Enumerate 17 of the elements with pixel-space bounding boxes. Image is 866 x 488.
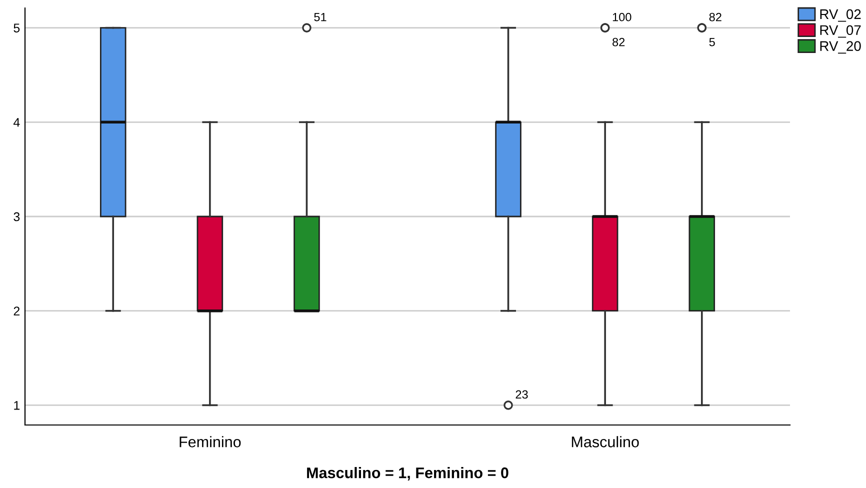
x-tick-label: Feminino [180, 436, 241, 448]
y-tick-label: 4 [13, 118, 20, 127]
y-tick-label: 3 [14, 212, 20, 222]
annotation: 100 [612, 12, 632, 22]
x-axis-title: Masculino = 1, Feminino = 0 [307, 467, 508, 480]
legend-label: RV_07 [820, 25, 861, 38]
annotation: 5 [709, 38, 715, 46]
annotation: 82 [709, 12, 722, 22]
y-tick-label: 1 [14, 401, 20, 410]
y-tick-label: 5 [14, 24, 20, 32]
legend-label: RV_02 [820, 9, 861, 22]
y-tick-label: 2 [14, 306, 20, 316]
legend-label: RV_20 [820, 41, 861, 54]
annotation: 82 [612, 38, 625, 46]
x-tick-label: Masculino [572, 436, 639, 448]
annotation: 51 [314, 13, 326, 22]
annotation: 23 [516, 390, 528, 399]
